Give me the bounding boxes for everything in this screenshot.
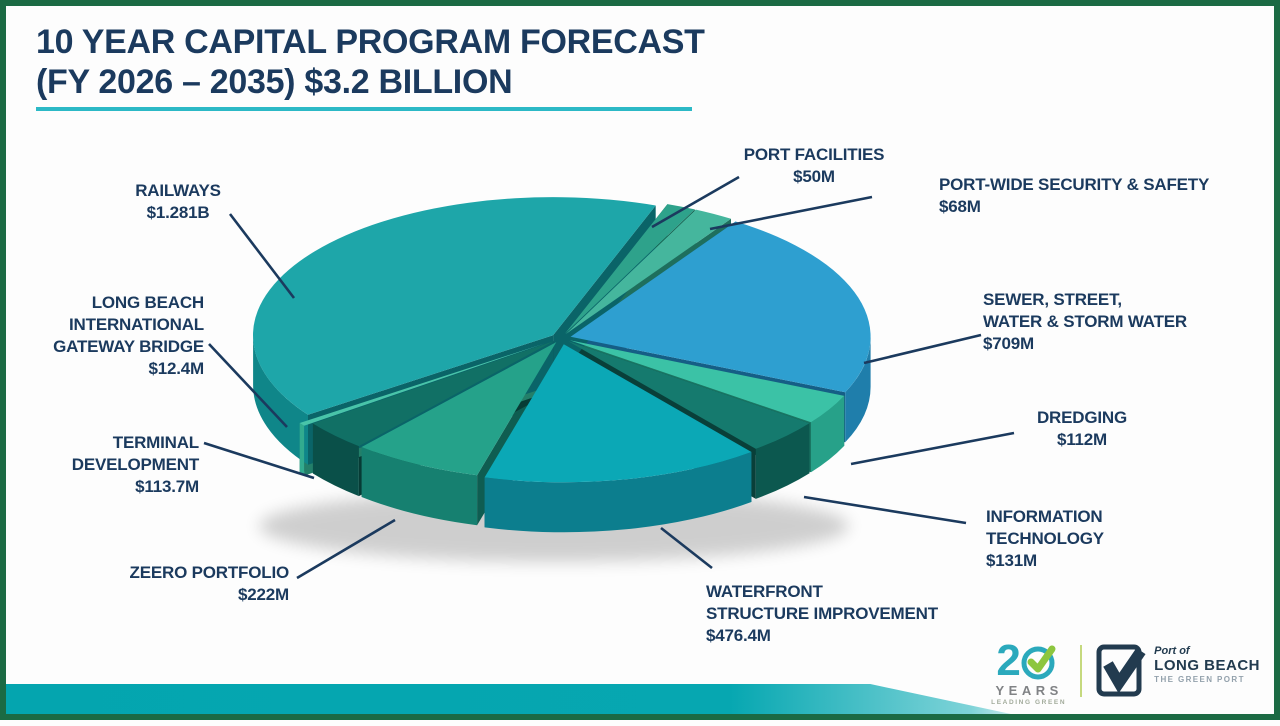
20-years-logo: 2 YEARS LEADING GREEN	[988, 636, 1067, 707]
leader-line-railways	[228, 213, 296, 299]
footer-divider	[1080, 645, 1083, 697]
pie-slice-long-beach-international-gateway-bridge	[299, 343, 545, 426]
pie-chart	[203, 175, 1015, 580]
title-line-1: 10 YEAR CAPITAL PROGRAM FORECAST	[36, 23, 705, 61]
pie-side-walls	[253, 335, 871, 533]
pie-side-wall-terminal-development	[312, 423, 359, 497]
leader-line-port-wide-security-safety	[709, 195, 873, 231]
pie-side-wall-railways	[253, 335, 308, 465]
pie-side-wall-zeero-portfolio	[361, 447, 478, 526]
leader-line-sewer-street-water-storm-water	[863, 333, 982, 365]
pie-top-faces	[253, 197, 871, 483]
leader-line-waterfront-structure-improvement	[660, 526, 713, 570]
pie-side-wall-waterfront-structure-improvement	[484, 452, 752, 533]
pie-side-wall-dredging	[811, 395, 845, 473]
logo-leading-green-text: LEADING GREEN	[991, 699, 1067, 706]
polb-name: LONG BEACH	[1154, 657, 1260, 674]
leader-line-information-technology	[803, 495, 967, 525]
leader-line-port-facilities	[651, 175, 740, 229]
pie-slice-waterfront-structure-improvement	[484, 344, 752, 483]
footer-logos: 2 YEARS LEADING GREEN Port of LONG BEACH…	[988, 636, 1260, 707]
port-of-long-beach-logo: Port of LONG BEACH THE GREEN PORT	[1096, 643, 1260, 697]
pie-label-dredging: DREDGING $112M	[1036, 408, 1128, 449]
pie-side-wall-long-beach-international-gateway-bridge	[299, 423, 305, 476]
bottom-accent-bar	[6, 684, 1011, 714]
polb-checkmark-icon	[1096, 644, 1146, 697]
pie-slice-information-technology	[568, 341, 810, 449]
pie-slice-port-wide-security-safety	[565, 209, 731, 334]
pie-label-waterfront-structure-improvement: WATERFRONT STRUCTURE IMPROVEMENT $476.4M	[706, 582, 938, 645]
title-line-2: (FY 2026 – 2035) $3.2 BILLION	[36, 63, 513, 101]
pie-label-port-wide-security-safety: PORT-WIDE SECURITY & SAFETY $68M	[939, 175, 1210, 216]
pie-slice-zeero-portfolio	[361, 342, 557, 476]
polb-port-of: Port of	[1154, 645, 1190, 657]
pie-side-wall-sewer-street-water-storm-water	[845, 336, 871, 443]
logo-20-digit: 2	[996, 636, 1021, 685]
leader-line-zeero-portfolio	[296, 518, 396, 580]
page-title: 10 YEAR CAPITAL PROGRAM FORECAST (FY 2026…	[36, 22, 705, 102]
leader-lines	[203, 175, 1015, 580]
pie-side-wall-information-technology	[755, 423, 810, 499]
leader-line-terminal-development	[203, 441, 315, 480]
pie-slice-dredging	[569, 340, 845, 423]
slide: 10 YEAR CAPITAL PROGRAM FORECAST (FY 2026…	[6, 6, 1274, 714]
logo-years-text: YEARS	[995, 683, 1063, 698]
pie-slice-port-facilities	[564, 204, 695, 334]
pie-slice-sewer-street-water-storm-water	[570, 221, 871, 393]
leader-line-dredging	[850, 431, 1015, 466]
pie-label-railways: RAILWAYS $1.281B	[135, 181, 221, 222]
title-underline	[36, 107, 692, 111]
pie-slice-railways	[253, 197, 656, 415]
pie-label-zeero-portfolio: ZEERO PORTFOLIO $222M	[129, 563, 290, 604]
circle-check-icon	[1021, 645, 1056, 680]
pie-label-terminal-development: TERMINAL DEVELOPMENT $113.7M	[71, 433, 199, 496]
pie-label-long-beach-international-gateway-bridge: LONG BEACH INTERNATIONAL GATEWAY BRIDGE $12…	[53, 293, 204, 378]
pie-slice-terminal-development	[312, 341, 554, 447]
leader-line-long-beach-international-gateway-bridge	[208, 343, 288, 428]
pie-label-information-technology: INFORMATION TECHNOLOGY $131M	[986, 507, 1104, 570]
pie-label-sewer-street-water-storm-water: SEWER, STREET, WATER & STORM WATER $709M	[983, 290, 1187, 353]
pie-label-port-facilities: PORT FACILITIES $50M	[743, 145, 885, 186]
polb-tagline: THE GREEN PORT	[1154, 675, 1245, 684]
